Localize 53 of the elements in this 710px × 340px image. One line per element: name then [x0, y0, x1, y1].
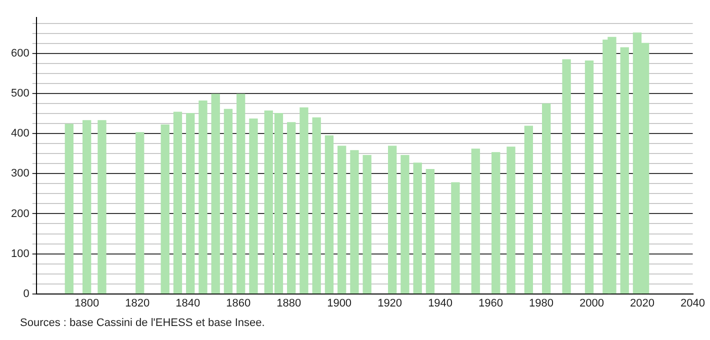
bar — [400, 154, 410, 294]
bar — [542, 103, 551, 294]
bar — [492, 152, 500, 294]
y-tick-label: 100 — [10, 248, 30, 260]
x-tick-label: 1940 — [428, 297, 453, 310]
x-tick-label: 1960 — [478, 297, 504, 310]
bar — [136, 132, 144, 294]
bar — [471, 148, 480, 294]
bar — [300, 107, 308, 294]
x-tick-label: 1860 — [226, 297, 251, 310]
bar — [506, 146, 516, 294]
source-note: Sources : base Cassini de l'EHESS et base Insee. — [20, 317, 266, 329]
x-tick-label: 1880 — [276, 297, 302, 310]
y-tick-label: 200 — [10, 208, 30, 220]
bar — [584, 60, 594, 294]
x-tick-label: 1920 — [378, 297, 402, 310]
x-tick-label: 1980 — [529, 297, 554, 310]
bar — [362, 154, 372, 294]
bar — [236, 94, 246, 294]
bar — [287, 122, 296, 294]
bar — [524, 126, 533, 294]
bar — [324, 135, 334, 294]
y-tick-label: 0 — [23, 288, 30, 300]
bar — [211, 94, 220, 294]
x-tick-label: 1820 — [125, 297, 150, 310]
x-tick-label: 2040 — [680, 297, 706, 310]
bar — [82, 120, 92, 294]
x-tick-label: 2000 — [580, 297, 604, 310]
bar — [451, 182, 460, 294]
bar — [312, 117, 321, 294]
x-tick-label: 1900 — [327, 297, 352, 310]
bar — [413, 162, 422, 294]
x-tick-label: 1840 — [176, 297, 200, 310]
bar — [173, 112, 182, 294]
y-tick-label: 400 — [10, 128, 30, 140]
bar — [426, 168, 435, 294]
y-tick-label: 300 — [10, 168, 30, 180]
bar — [620, 47, 629, 294]
bar — [98, 120, 106, 294]
bar — [186, 112, 195, 294]
y-tick-label: 600 — [10, 48, 30, 60]
bar — [562, 59, 571, 294]
bar — [350, 150, 359, 294]
y-tick-label: 500 — [10, 88, 30, 100]
bar — [64, 124, 74, 294]
bar — [338, 146, 346, 294]
x-tick-label: 1800 — [74, 297, 100, 310]
bar — [388, 146, 397, 294]
bar — [198, 100, 208, 294]
bar — [249, 118, 258, 294]
bar — [160, 124, 170, 294]
bar — [224, 108, 233, 294]
x-tick-label: 2020 — [630, 297, 655, 310]
